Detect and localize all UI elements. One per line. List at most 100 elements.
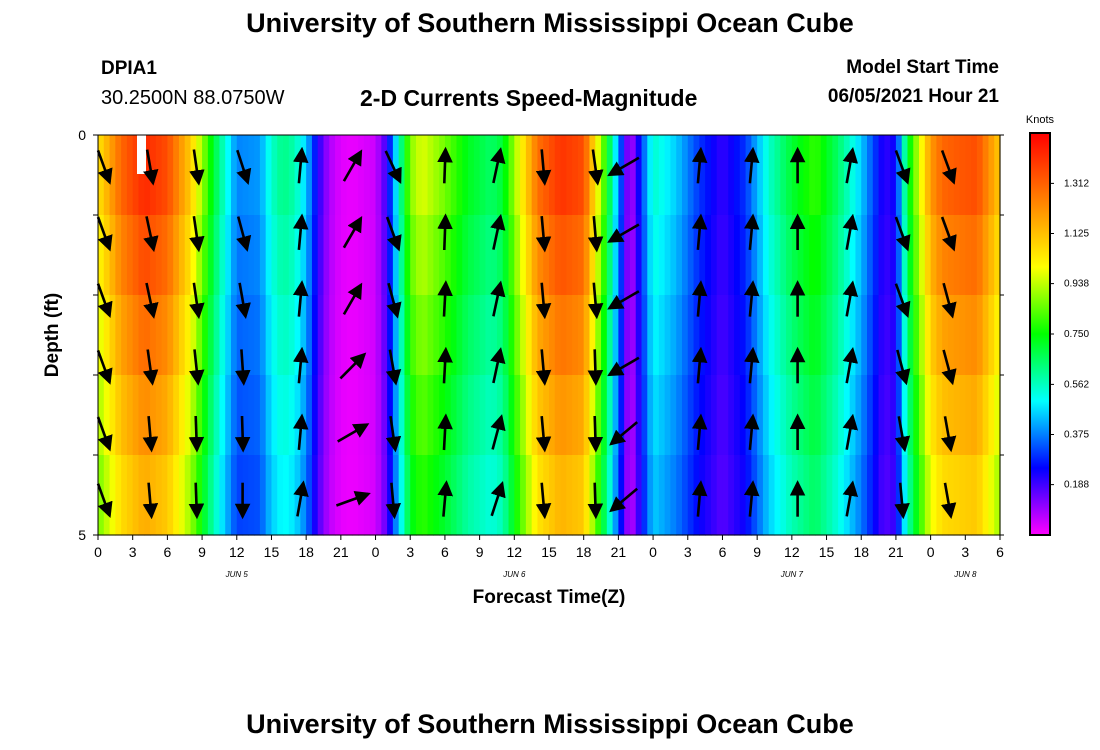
heatmap-cell bbox=[606, 295, 614, 376]
heatmap-cell bbox=[109, 135, 116, 216]
heatmap-cell bbox=[583, 135, 591, 216]
heatmap-cell bbox=[462, 135, 469, 216]
x-tick-label: 15 bbox=[264, 544, 280, 560]
heatmap-cell bbox=[687, 135, 695, 216]
heatmap-cell bbox=[439, 295, 446, 376]
current-arrow bbox=[609, 421, 639, 446]
heatmap-cell bbox=[462, 375, 469, 456]
heatmap-cell bbox=[155, 215, 163, 296]
heatmap-cell bbox=[965, 135, 972, 216]
heatmap-cell bbox=[468, 215, 475, 296]
heatmap-cell bbox=[601, 295, 608, 376]
heatmap-cell bbox=[728, 295, 735, 376]
heatmap-cell bbox=[751, 375, 758, 456]
heatmap-cell bbox=[618, 375, 625, 456]
heatmap-cell bbox=[271, 295, 278, 376]
heatmap-cell bbox=[173, 455, 180, 536]
heatmap-cell bbox=[710, 135, 718, 216]
heatmap-cell bbox=[323, 295, 330, 376]
heatmap-cell bbox=[178, 295, 186, 376]
heatmap-cell bbox=[543, 455, 550, 536]
x-tick-label: 0 bbox=[649, 544, 657, 560]
x-tick-label: 0 bbox=[372, 544, 380, 560]
current-arrow bbox=[342, 149, 363, 182]
x-tick-label: 12 bbox=[784, 544, 800, 560]
heatmap-cell bbox=[867, 455, 874, 536]
heatmap-cell bbox=[664, 455, 672, 536]
heatmap-cell bbox=[953, 135, 961, 216]
heatmap-cell bbox=[832, 375, 839, 456]
current-arrow bbox=[535, 282, 552, 320]
heatmap-cell bbox=[901, 375, 909, 456]
current-arrow bbox=[292, 213, 309, 251]
current-arrow bbox=[842, 213, 859, 250]
heatmap-cell bbox=[433, 135, 440, 216]
heatmap-cell bbox=[167, 135, 174, 216]
heatmap-cell bbox=[271, 215, 278, 296]
heatmap-cell bbox=[809, 455, 816, 536]
heatmap-cell bbox=[681, 135, 689, 216]
model-start-time: 06/05/2021 Hour 21 bbox=[827, 86, 999, 107]
heatmap-cell bbox=[155, 455, 163, 536]
heatmap-cell bbox=[537, 455, 544, 536]
heatmap-cell bbox=[479, 295, 486, 376]
colorbar: Knots 0.188 0.375 0.562 0.750 0.938 1.125 1.312 bbox=[1026, 114, 1089, 536]
heatmap-cell bbox=[398, 295, 406, 376]
current-arrow bbox=[941, 282, 957, 319]
heatmap-cell bbox=[994, 455, 1001, 536]
heatmap-cell bbox=[687, 295, 695, 376]
heatmap-cell bbox=[566, 295, 573, 376]
heatmap-cell bbox=[797, 135, 805, 216]
heatmap-cell bbox=[173, 215, 180, 296]
heatmap-cell bbox=[982, 455, 990, 536]
heatmap-cell bbox=[543, 295, 550, 376]
current-arrow bbox=[607, 156, 640, 177]
heatmap-cell bbox=[514, 135, 521, 216]
heatmap-cell bbox=[814, 135, 822, 216]
heatmap-cell bbox=[560, 375, 567, 456]
current-arrow bbox=[384, 150, 402, 185]
heatmap-cell bbox=[734, 295, 741, 376]
heatmap-cell bbox=[219, 455, 226, 536]
heatmap-cell bbox=[699, 135, 706, 216]
heatmap-cell bbox=[994, 215, 1001, 296]
heatmap-cell bbox=[838, 295, 845, 376]
heatmap-cell bbox=[398, 135, 406, 216]
heatmap-cell bbox=[335, 455, 342, 536]
heatmap-cell bbox=[583, 455, 591, 536]
heatmap-cell bbox=[462, 455, 469, 536]
current-arrow bbox=[535, 482, 552, 520]
heatmap-cell bbox=[392, 215, 400, 296]
heatmap-cell bbox=[687, 375, 695, 456]
heatmap-cell bbox=[190, 375, 197, 456]
heatmap-cell bbox=[924, 135, 932, 216]
heatmap-cell bbox=[358, 375, 365, 456]
current-arrow bbox=[234, 415, 251, 453]
heatmap-cell bbox=[809, 135, 816, 216]
heatmap-cell bbox=[248, 215, 255, 296]
x-tick-label: 15 bbox=[819, 544, 835, 560]
heatmap-cell bbox=[242, 375, 249, 456]
heatmap-cell bbox=[444, 135, 452, 216]
heatmap-cell bbox=[988, 295, 995, 376]
heatmap-cell bbox=[618, 295, 625, 376]
heatmap-cell bbox=[306, 455, 313, 536]
current-arrow bbox=[607, 223, 640, 243]
heatmap-cell bbox=[508, 455, 515, 536]
heatmap-cell bbox=[942, 215, 949, 296]
heatmap-cell bbox=[381, 455, 388, 536]
heatmap-cell bbox=[705, 375, 712, 456]
current-arrow bbox=[235, 282, 251, 319]
heatmap-cell bbox=[710, 215, 718, 296]
heatmap-cell bbox=[710, 375, 718, 456]
heatmap-cell bbox=[774, 295, 781, 376]
page-title-bottom: University of Southern Mississippi Ocean… bbox=[246, 709, 854, 739]
heatmap-cell bbox=[265, 295, 273, 376]
heatmap-cell bbox=[173, 295, 180, 376]
heatmap-cell bbox=[936, 215, 943, 296]
heatmap-cell bbox=[734, 375, 741, 456]
heatmap-cell bbox=[404, 215, 411, 296]
heatmap-cell bbox=[207, 135, 215, 216]
current-arrow bbox=[339, 352, 367, 380]
heatmap-cell bbox=[658, 215, 666, 296]
